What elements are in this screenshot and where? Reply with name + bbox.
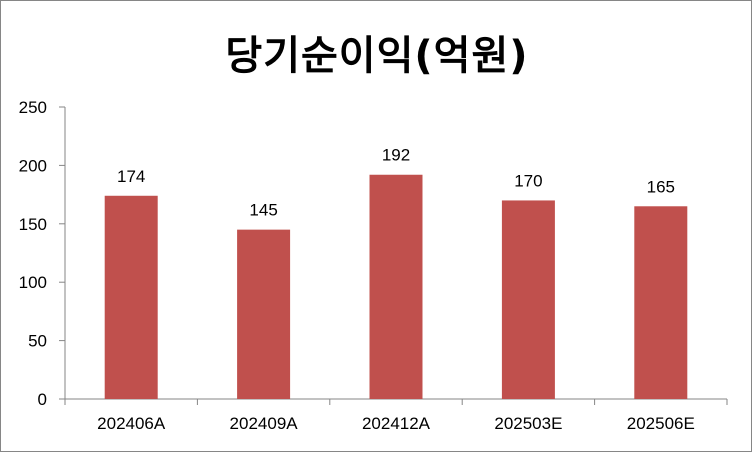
chart-title: 당기순이익(억원) <box>225 33 529 79</box>
x-tick-label: 202506E <box>627 414 695 433</box>
data-label: 145 <box>249 201 277 220</box>
y-tick-label: 200 <box>19 156 47 175</box>
x-tick-label: 202409A <box>230 414 299 433</box>
data-label: 174 <box>117 167 145 186</box>
bar <box>104 195 158 399</box>
x-tick-label: 202406A <box>97 414 166 433</box>
bar <box>237 229 291 399</box>
x-tick-label: 202412A <box>362 414 431 433</box>
y-tick-label: 100 <box>19 273 47 292</box>
x-tick-label: 202503E <box>494 414 562 433</box>
data-label: 170 <box>514 171 542 190</box>
axes: 0 50 100 150 200 250 202406A 202409A 202412A 2025… <box>19 98 728 433</box>
y-tick-label: 0 <box>38 390 47 409</box>
bar <box>634 206 688 399</box>
bar <box>501 200 555 399</box>
bar <box>369 174 423 399</box>
y-tick-label: 50 <box>28 332 47 351</box>
data-labels: 174 145 192 170 165 <box>117 146 675 220</box>
data-label: 192 <box>382 146 410 165</box>
data-label: 165 <box>647 177 675 196</box>
y-tick-label: 250 <box>19 98 47 117</box>
y-tick-label: 150 <box>19 215 47 234</box>
bars <box>104 174 688 399</box>
